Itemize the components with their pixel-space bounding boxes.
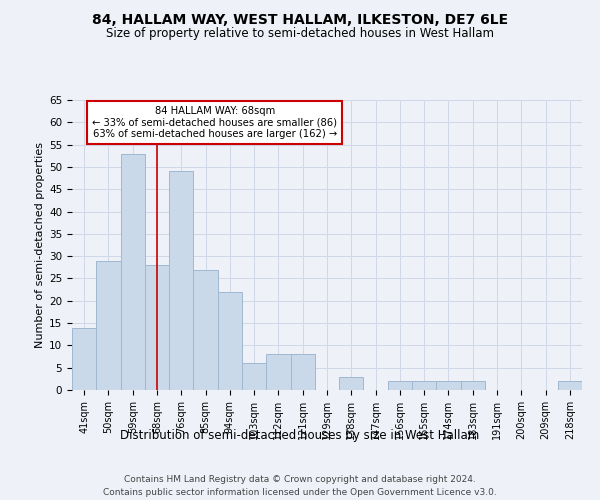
Bar	[412, 381, 436, 390]
Text: Contains public sector information licensed under the Open Government Licence v3: Contains public sector information licen…	[103, 488, 497, 497]
Bar	[72, 328, 96, 390]
Text: Contains HM Land Registry data © Crown copyright and database right 2024.: Contains HM Land Registry data © Crown c…	[124, 476, 476, 484]
Text: Size of property relative to semi-detached houses in West Hallam: Size of property relative to semi-detach…	[106, 28, 494, 40]
Bar	[169, 172, 193, 390]
Text: 84 HALLAM WAY: 68sqm
← 33% of semi-detached houses are smaller (86)
63% of semi-: 84 HALLAM WAY: 68sqm ← 33% of semi-detac…	[92, 106, 337, 139]
Bar	[242, 363, 266, 390]
Bar	[218, 292, 242, 390]
Bar	[388, 381, 412, 390]
Bar	[339, 376, 364, 390]
Text: 84, HALLAM WAY, WEST HALLAM, ILKESTON, DE7 6LE: 84, HALLAM WAY, WEST HALLAM, ILKESTON, D…	[92, 12, 508, 26]
Bar	[193, 270, 218, 390]
Bar	[558, 381, 582, 390]
Bar	[266, 354, 290, 390]
Bar	[121, 154, 145, 390]
Text: Distribution of semi-detached houses by size in West Hallam: Distribution of semi-detached houses by …	[121, 428, 479, 442]
Bar	[461, 381, 485, 390]
Bar	[290, 354, 315, 390]
Bar	[436, 381, 461, 390]
Bar	[96, 260, 121, 390]
Bar	[145, 265, 169, 390]
Y-axis label: Number of semi-detached properties: Number of semi-detached properties	[35, 142, 45, 348]
